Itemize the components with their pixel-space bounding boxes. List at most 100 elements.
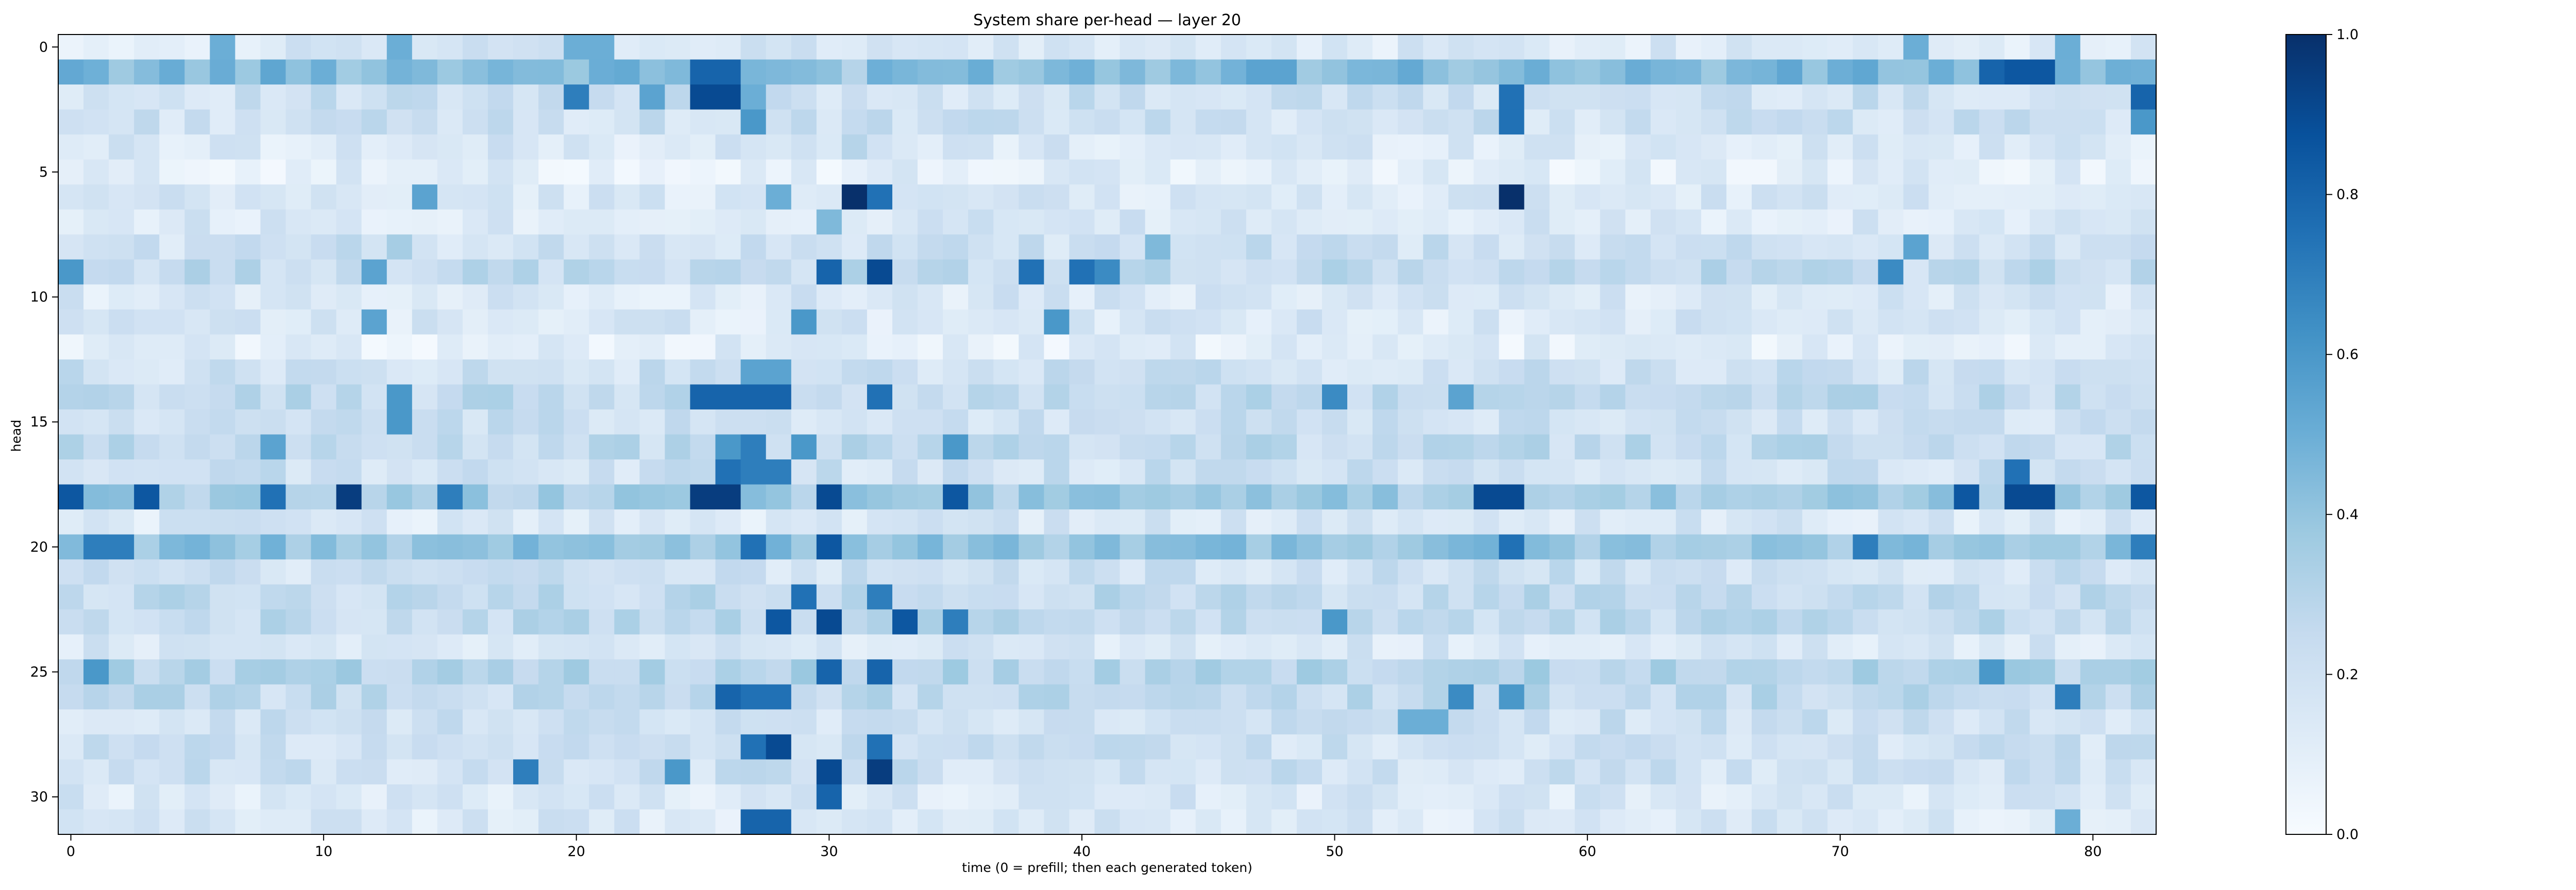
heatmap-cell — [83, 309, 109, 335]
heatmap-cell — [83, 134, 109, 160]
heatmap-cell — [1120, 734, 1146, 760]
heatmap-cell — [311, 534, 337, 560]
heatmap-cell — [311, 35, 337, 60]
heatmap-cell — [715, 634, 741, 660]
heatmap-cell — [1372, 559, 1398, 585]
heatmap-cell — [1398, 609, 1423, 635]
heatmap-cell — [437, 784, 463, 810]
heatmap-cell — [1802, 309, 1828, 335]
heatmap-cell — [1473, 784, 1500, 810]
heatmap-cell — [1878, 184, 1904, 210]
heatmap-cell — [1296, 809, 1323, 835]
heatmap-cell — [690, 84, 716, 110]
heatmap-cell — [1650, 534, 1676, 560]
heatmap-cell — [589, 59, 615, 85]
heatmap-cell — [2080, 484, 2106, 510]
heatmap-cell — [614, 209, 640, 235]
heatmap-cell — [1448, 234, 1474, 260]
heatmap-cell — [2055, 159, 2081, 185]
heatmap-cell — [159, 84, 185, 110]
heatmap-cell — [1195, 459, 1222, 485]
heatmap-cell — [1954, 734, 1980, 760]
heatmap-cell — [159, 35, 185, 60]
heatmap-cell — [134, 484, 160, 510]
heatmap-cell — [336, 809, 362, 835]
heatmap-cell — [1954, 234, 1980, 260]
heatmap-cell — [2004, 159, 2030, 185]
heatmap-cell — [841, 309, 868, 335]
heatmap-cell — [2105, 684, 2131, 710]
heatmap-cell — [1170, 634, 1196, 660]
heatmap-cell — [58, 309, 84, 335]
heatmap-cell — [1903, 609, 1929, 635]
heatmap-cell — [412, 234, 438, 260]
heatmap-cell — [740, 684, 767, 710]
heatmap-cell — [1069, 509, 1095, 535]
heatmap-cell — [639, 284, 666, 310]
heatmap-cell — [1675, 509, 1702, 535]
heatmap-cell — [1347, 434, 1373, 460]
heatmap-cell — [1954, 309, 1980, 335]
heatmap-cell — [993, 559, 1019, 585]
heatmap-cell — [740, 184, 767, 210]
heatmap-cell — [2055, 234, 2081, 260]
heatmap-cell — [1094, 584, 1121, 610]
heatmap-cell — [2055, 409, 2081, 435]
heatmap-cell — [412, 359, 438, 385]
heatmap-cell — [1271, 809, 1297, 835]
heatmap-cell — [437, 759, 463, 785]
heatmap-cell — [1549, 484, 1575, 510]
heatmap-cell — [1600, 159, 1626, 185]
heatmap-cell — [1145, 659, 1171, 685]
heatmap-cell — [109, 584, 134, 610]
heatmap-cell — [1372, 809, 1398, 835]
heatmap-cell — [690, 35, 716, 60]
heatmap-cell — [1549, 234, 1575, 260]
heatmap-cell — [1120, 809, 1146, 835]
heatmap-cell — [488, 334, 514, 360]
heatmap-cell — [1827, 84, 1853, 110]
heatmap-cell — [1423, 234, 1449, 260]
heatmap-cell — [513, 609, 539, 635]
heatmap-cell — [538, 35, 564, 60]
heatmap-cell — [311, 184, 337, 210]
heatmap-cell — [83, 334, 109, 360]
heatmap-cell — [1802, 634, 1828, 660]
heatmap-cell — [1701, 809, 1727, 835]
heatmap-cell — [1954, 259, 1980, 285]
heatmap-cell — [1195, 134, 1222, 160]
heatmap-cell — [1398, 534, 1423, 560]
heatmap-cell — [791, 734, 817, 760]
heatmap-cell — [791, 609, 817, 635]
heatmap-cell — [1777, 209, 1803, 235]
heatmap-cell — [791, 59, 817, 85]
heatmap-cell — [1398, 659, 1423, 685]
heatmap-cell — [361, 184, 387, 210]
heatmap-cell — [564, 35, 589, 60]
heatmap-cell — [1195, 309, 1222, 335]
heatmap-cell — [1145, 459, 1171, 485]
heatmap-cell — [1549, 684, 1575, 710]
heatmap-cell — [361, 284, 387, 310]
heatmap-cell — [1625, 459, 1651, 485]
heatmap-cell — [1094, 709, 1121, 735]
heatmap-cell — [1448, 284, 1474, 310]
heatmap-cell — [943, 209, 969, 235]
heatmap-cell — [260, 434, 286, 460]
heatmap-cell — [1701, 759, 1727, 785]
heatmap-cell — [1701, 334, 1727, 360]
heatmap-cell — [1954, 409, 1980, 435]
heatmap-cell — [2080, 84, 2106, 110]
heatmap-cell — [1650, 434, 1676, 460]
heatmap-cell — [1246, 209, 1272, 235]
heatmap-cell — [2105, 659, 2131, 685]
heatmap-cell — [918, 434, 943, 460]
heatmap-cell — [639, 309, 666, 335]
heatmap-cell — [184, 84, 210, 110]
heatmap-cell — [488, 609, 514, 635]
heatmap-cell — [2055, 584, 2081, 610]
heatmap-cell — [918, 634, 943, 660]
heatmap-cell — [361, 409, 387, 435]
heatmap-cell — [690, 609, 716, 635]
heatmap-cell — [1322, 184, 1348, 210]
